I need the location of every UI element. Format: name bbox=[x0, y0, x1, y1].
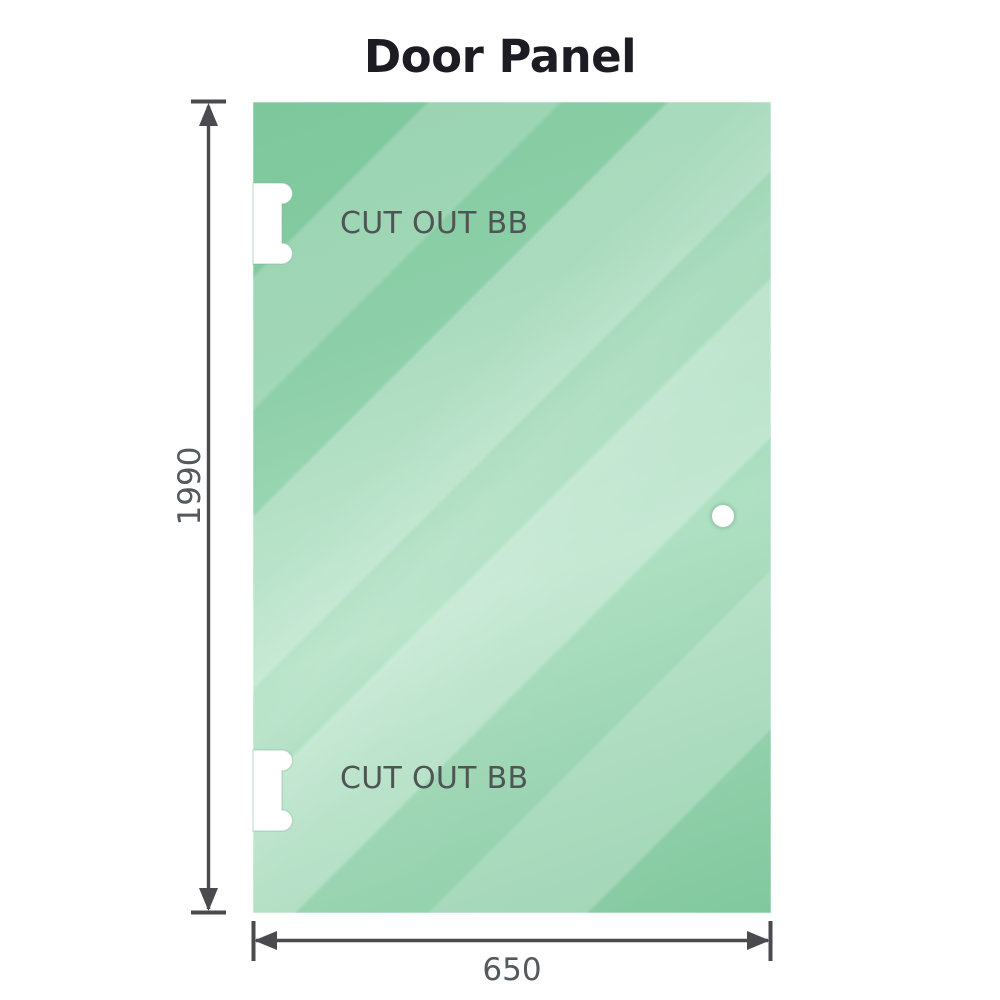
width-arrow-left bbox=[254, 931, 277, 950]
height-dimension-label: 1990 bbox=[172, 446, 208, 526]
height-arrow-bottom bbox=[199, 888, 218, 911]
handle-hole-icon bbox=[712, 505, 734, 527]
cutout-bottom bbox=[252, 749, 295, 832]
cutout-bottom-shape bbox=[252, 749, 294, 832]
cutout-bottom-label: CUT OUT BB bbox=[340, 761, 529, 796]
page-title: Door Panel bbox=[363, 30, 637, 83]
cutout-top-shape bbox=[252, 182, 294, 265]
width-arrow-right bbox=[747, 931, 770, 950]
cutout-top-label: CUT OUT BB bbox=[340, 206, 529, 241]
cutout-top bbox=[252, 182, 295, 265]
panel-glass-fill bbox=[253, 102, 771, 913]
height-arrow-top bbox=[199, 103, 218, 126]
width-dimension-label: 650 bbox=[482, 952, 542, 988]
